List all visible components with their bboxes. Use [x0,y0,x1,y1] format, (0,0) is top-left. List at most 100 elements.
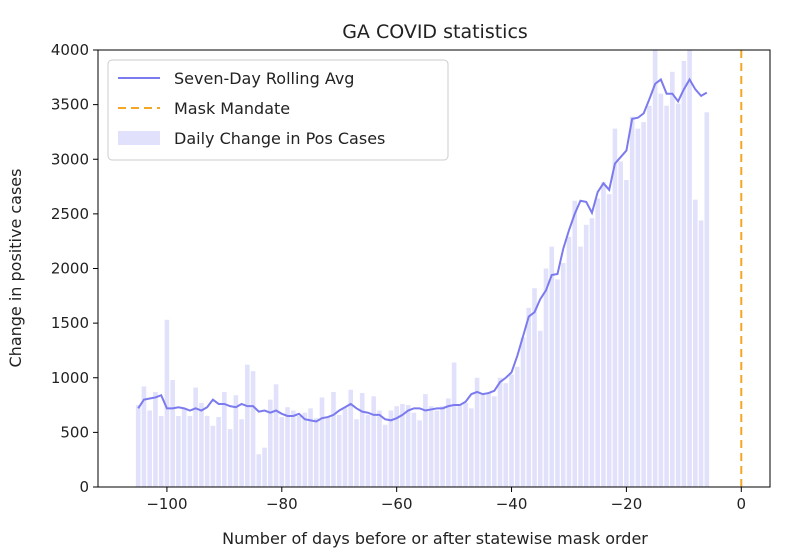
bar [428,406,434,487]
bar [451,362,457,487]
bar [492,396,497,487]
bar [532,288,537,487]
bar [583,224,589,488]
bar [687,50,692,487]
x-tick-label: −60 [381,495,413,513]
legend-box [107,59,449,161]
x-axis: −100 −80 −60 −40 −20 0 [146,487,746,513]
bar [181,408,187,487]
y-tick-label: 4000 [51,41,89,59]
bar [681,60,687,488]
bar [279,417,285,487]
bar [250,371,256,487]
bar [382,424,388,487]
bar [698,220,704,487]
bar [446,398,451,487]
bar [354,419,359,487]
bar [222,391,227,487]
bar [239,419,244,487]
x-tick-label: −80 [266,495,298,513]
y-tick-label: 2000 [51,260,89,278]
bar [693,199,698,488]
bar [474,377,480,487]
x-tick-label: 0 [737,495,747,513]
y-axis: 0 500 1000 1500 2000 2500 3000 3500 4000 [51,41,98,496]
bar [560,263,566,487]
bar [543,268,549,487]
bar [256,454,262,487]
bar [365,414,371,487]
bar [704,112,710,488]
y-tick-label: 1500 [51,314,89,332]
bar [509,374,514,487]
bar-series [135,50,710,488]
bar [153,391,158,487]
bar [652,50,658,487]
bar [388,410,394,487]
bar [624,180,629,487]
bar [187,415,193,487]
bar [469,408,474,487]
bar [566,236,572,487]
bar [457,405,463,487]
legend: Seven-Day Rolling Avg Mask Mandate Daily… [107,59,449,161]
x-tick-label: −20 [611,495,643,513]
bar [417,420,422,487]
bar [377,410,382,487]
y-tick-label: 500 [60,423,89,441]
bar [514,366,520,487]
bar [595,198,600,487]
bar [158,415,164,487]
bar [204,415,210,487]
bar [405,405,411,487]
bar [348,389,354,487]
bar [549,246,555,487]
bar [520,337,526,487]
bar [319,397,325,487]
bar [537,330,543,487]
bar [233,395,239,487]
bar [313,418,319,487]
bar [635,128,641,487]
rolling-average-line [137,77,708,423]
bar [618,161,623,487]
y-tick-label: 0 [79,478,89,496]
bar [641,122,646,488]
bar [325,417,331,487]
bar [290,410,296,487]
bar [296,415,302,487]
bar [193,387,198,487]
bar [302,412,308,487]
bar [170,379,175,487]
bar [176,415,181,487]
bar [675,103,681,487]
bar [359,393,365,487]
legend-label-daily-change: Daily Change in Pos Cases [174,129,385,148]
bar [164,319,170,487]
bar [606,194,612,487]
plot-area [97,49,771,488]
bar [578,246,583,487]
y-tick-label: 3000 [51,150,89,168]
bar [135,405,141,487]
bar [526,307,532,487]
bar [308,408,313,487]
bar [336,414,342,487]
bar [268,399,273,487]
bar [342,407,348,487]
bar [480,394,486,487]
bar [572,200,578,487]
bar [555,279,560,487]
legend-label-mask-mandate: Mask Mandate [174,99,290,118]
y-tick-label: 1000 [51,369,89,387]
bar [141,386,147,487]
bar [629,116,635,487]
bar [400,403,405,487]
bar [589,218,595,487]
x-tick-label: −40 [496,495,528,513]
bar [670,71,675,487]
bar [216,417,221,487]
x-tick-label: −100 [146,495,187,513]
bar [331,391,336,487]
